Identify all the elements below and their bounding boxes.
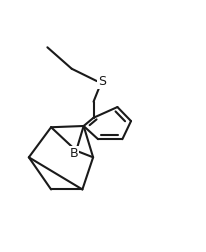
- Text: B: B: [69, 147, 78, 160]
- Text: S: S: [98, 75, 106, 88]
